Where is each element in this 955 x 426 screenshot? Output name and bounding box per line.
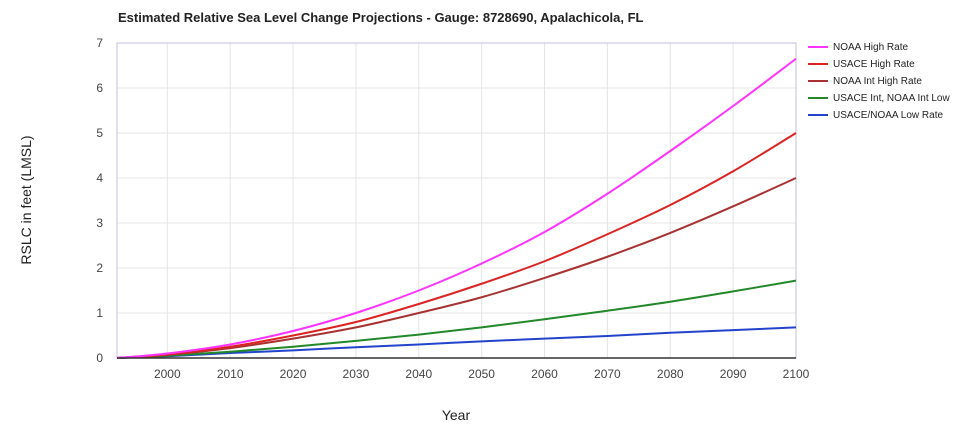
series-lines (116, 57, 797, 359)
legend-item-label: NOAA Int High Rate (833, 76, 922, 87)
series-line-noaa-int-high-rate (116, 177, 797, 359)
x-tick-label: 2060 (531, 367, 558, 381)
x-axis-ticks: 2000 2010 2020 2030 2040 2050 2060 2070 2080 2090… (154, 367, 810, 381)
series-line-usace-noaa-low-rate (116, 326, 797, 359)
x-tick-label: 2050 (468, 367, 495, 381)
y-tick-label: 1 (96, 306, 103, 320)
y-tick-label: 7 (96, 36, 103, 50)
x-tick-label: 2100 (783, 367, 810, 381)
y-axis-title: RSLC in feet (LMSL) (18, 135, 34, 264)
legend-item-label: NOAA High Rate (833, 42, 908, 53)
y-axis-ticks: 0 1 2 3 4 5 6 7 (96, 36, 103, 365)
x-tick-label: 2090 (720, 367, 747, 381)
series-line-noaa-high-rate (116, 57, 797, 359)
legend: NOAA High Rate USACE High Rate NOAA Int Hi… (808, 42, 950, 121)
x-tick-label: 2070 (594, 367, 621, 381)
gridlines (117, 42, 797, 358)
x-tick-label: 2020 (280, 367, 307, 381)
series-line-usace-high-rate (116, 132, 797, 359)
y-tick-label: 2 (96, 261, 103, 275)
x-tick-label: 2040 (405, 367, 432, 381)
series-line-usace-int-noaa-int-low (116, 279, 797, 359)
chart-title: Estimated Relative Sea Level Change Proj… (118, 10, 644, 25)
plot-area-border (116, 42, 797, 359)
y-tick-label: 3 (96, 216, 103, 230)
legend-item-label: USACE Int, NOAA Int Low (833, 93, 950, 104)
y-tick-label: 5 (96, 126, 103, 140)
y-tick-label: 0 (96, 351, 103, 365)
x-axis-title: Year (442, 407, 471, 423)
legend-item-label: USACE/NOAA Low Rate (833, 110, 943, 121)
x-tick-label: 2010 (217, 367, 244, 381)
y-tick-label: 4 (96, 171, 103, 185)
x-tick-label: 2030 (343, 367, 370, 381)
x-tick-label: 2080 (657, 367, 684, 381)
x-tick-label: 2000 (154, 367, 181, 381)
y-tick-label: 6 (96, 81, 103, 95)
legend-item-label: USACE High Rate (833, 59, 915, 70)
